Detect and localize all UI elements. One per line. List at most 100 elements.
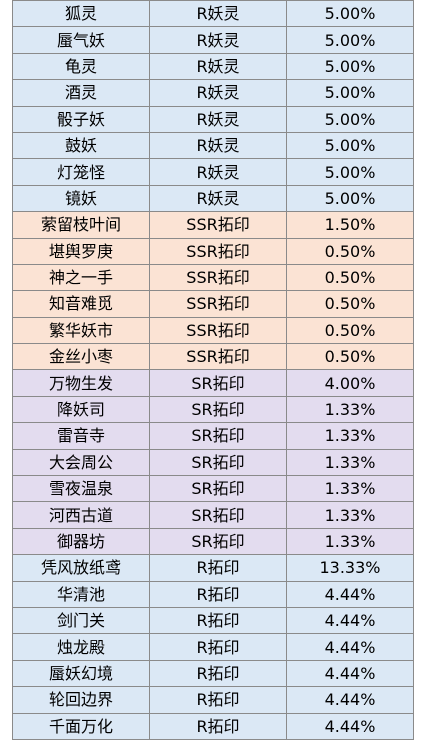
drop-rate-cell: 1.33%: [286, 395, 414, 424]
item-name-cell: 河西古道: [12, 501, 150, 529]
table-row: 灯笼怪 R妖灵 5.00%: [12, 158, 414, 186]
item-name-cell: 镜妖: [12, 184, 150, 213]
drop-rate-cell: 0.50%: [286, 343, 414, 371]
item-type-cell: SR拓印: [149, 395, 287, 424]
item-name-cell: 轮回边界: [12, 686, 150, 714]
item-name-cell: 鼓妖: [12, 131, 150, 160]
drop-rate-cell: 0.50%: [286, 263, 414, 292]
table-row: 凭风放纸鸢 R拓印 13.33%: [12, 554, 414, 582]
item-name-cell: 凭风放纸鸢: [12, 554, 150, 582]
drop-rate-cell: 1.33%: [286, 422, 414, 450]
item-type-cell: SR拓印: [149, 475, 287, 503]
item-name-cell: 雪夜温泉: [12, 475, 150, 503]
item-name-cell: 烛龙殿: [12, 633, 150, 661]
item-type-cell: R拓印: [149, 712, 287, 740]
table-row: 堪舆罗庚 SSR拓印 0.50%: [12, 237, 414, 265]
table-row: 骰子妖 R妖灵 5.00%: [12, 105, 414, 133]
drop-rate-table: 狐灵 R妖灵 5.00% 蜃气妖 R妖灵 5.00% 龟灵 R妖灵 5.00% 酒灵 R妖灵 5.00…: [12, 0, 414, 740]
drop-rate-cell: 1.33%: [286, 475, 414, 503]
item-name-cell: 骰子妖: [12, 105, 150, 133]
table-row: 千面万化 R拓印 4.44%: [12, 712, 414, 740]
table-row: 镜妖 R妖灵 5.00%: [12, 184, 414, 213]
table-row: 降妖司 SR拓印 1.33%: [12, 395, 414, 424]
item-name-cell: 降妖司: [12, 395, 150, 424]
table-row: 万物生发 SR拓印 4.00%: [12, 369, 414, 397]
item-type-cell: SSR拓印: [149, 211, 287, 239]
item-name-cell: 雷音寺: [12, 422, 150, 450]
table-row: 神之一手 SSR拓印 0.50%: [12, 263, 414, 292]
table-row: 华清池 R拓印 4.44%: [12, 580, 414, 608]
drop-rate-cell: 0.50%: [286, 290, 414, 318]
table-row: 狐灵 R妖灵 5.00%: [12, 0, 414, 28]
item-name-cell: 灯笼怪: [12, 158, 150, 186]
drop-rate-cell: 1.33%: [286, 448, 414, 477]
item-type-cell: R妖灵: [149, 79, 287, 107]
drop-rate-cell: 1.33%: [286, 501, 414, 529]
item-name-cell: 神之一手: [12, 263, 150, 292]
item-name-cell: 酒灵: [12, 79, 150, 107]
item-name-cell: 蜃妖幻境: [12, 659, 150, 688]
item-type-cell: R拓印: [149, 606, 287, 635]
table-row: 酒灵 R妖灵 5.00%: [12, 79, 414, 107]
table-row: 御器坊 SR拓印 1.33%: [12, 527, 414, 556]
table-row: 繁华妖市 SSR拓印 0.50%: [12, 316, 414, 345]
drop-rate-cell: 4.44%: [286, 712, 414, 740]
drop-rate-cell: 5.00%: [286, 158, 414, 186]
table-row: 轮回边界 R拓印 4.44%: [12, 686, 414, 714]
drop-rate-cell: 0.50%: [286, 237, 414, 265]
item-name-cell: 万物生发: [12, 369, 150, 397]
table-row: 蜃妖幻境 R拓印 4.44%: [12, 659, 414, 688]
item-type-cell: R妖灵: [149, 0, 287, 28]
item-type-cell: R妖灵: [149, 105, 287, 133]
item-type-cell: R拓印: [149, 580, 287, 608]
drop-rate-cell: 4.00%: [286, 369, 414, 397]
drop-rate-cell: 5.00%: [286, 26, 414, 54]
item-type-cell: R拓印: [149, 633, 287, 661]
item-type-cell: SSR拓印: [149, 316, 287, 345]
item-type-cell: SR拓印: [149, 501, 287, 529]
table-row: 大会周公 SR拓印 1.33%: [12, 448, 414, 477]
drop-rate-table-container: 狐灵 R妖灵 5.00% 蜃气妖 R妖灵 5.00% 龟灵 R妖灵 5.00% 酒灵 R妖灵 5.00…: [12, 0, 414, 740]
item-name-cell: 堪舆罗庚: [12, 237, 150, 265]
drop-rate-cell: 1.50%: [286, 211, 414, 239]
table-row: 剑门关 R拓印 4.44%: [12, 606, 414, 635]
item-name-cell: 龟灵: [12, 52, 150, 81]
drop-rate-cell: 5.00%: [286, 52, 414, 81]
drop-rate-cell: 4.44%: [286, 686, 414, 714]
item-type-cell: SSR拓印: [149, 237, 287, 265]
table-row: 河西古道 SR拓印 1.33%: [12, 501, 414, 529]
drop-rate-cell: 0.50%: [286, 316, 414, 345]
drop-rate-cell: 4.44%: [286, 633, 414, 661]
item-name-cell: 大会周公: [12, 448, 150, 477]
item-type-cell: SR拓印: [149, 448, 287, 477]
table-row: 雪夜温泉 SR拓印 1.33%: [12, 475, 414, 503]
item-name-cell: 华清池: [12, 580, 150, 608]
item-type-cell: R拓印: [149, 554, 287, 582]
item-type-cell: R拓印: [149, 659, 287, 688]
drop-rate-cell: 4.44%: [286, 606, 414, 635]
item-name-cell: 御器坊: [12, 527, 150, 556]
item-type-cell: SSR拓印: [149, 263, 287, 292]
drop-rate-cell: 5.00%: [286, 105, 414, 133]
drop-rate-cell: 5.00%: [286, 184, 414, 213]
drop-rate-cell: 1.33%: [286, 527, 414, 556]
drop-rate-cell: 4.44%: [286, 659, 414, 688]
item-name-cell: 繁华妖市: [12, 316, 150, 345]
item-type-cell: SR拓印: [149, 527, 287, 556]
item-type-cell: R妖灵: [149, 26, 287, 54]
item-name-cell: 金丝小枣: [12, 343, 150, 371]
table-row: 蜃气妖 R妖灵 5.00%: [12, 26, 414, 54]
item-type-cell: SR拓印: [149, 369, 287, 397]
item-type-cell: SSR拓印: [149, 290, 287, 318]
item-type-cell: R妖灵: [149, 131, 287, 160]
table-row: 金丝小枣 SSR拓印 0.50%: [12, 343, 414, 371]
item-type-cell: SSR拓印: [149, 343, 287, 371]
table-row: 萦留枝叶间 SSR拓印 1.50%: [12, 211, 414, 239]
table-row: 鼓妖 R妖灵 5.00%: [12, 131, 414, 160]
item-type-cell: R妖灵: [149, 52, 287, 81]
item-name-cell: 剑门关: [12, 606, 150, 635]
item-type-cell: SR拓印: [149, 422, 287, 450]
item-type-cell: R妖灵: [149, 158, 287, 186]
drop-rate-cell: 5.00%: [286, 131, 414, 160]
drop-rate-table-body: 狐灵 R妖灵 5.00% 蜃气妖 R妖灵 5.00% 龟灵 R妖灵 5.00% 酒灵 R妖灵 5.00…: [12, 0, 414, 740]
